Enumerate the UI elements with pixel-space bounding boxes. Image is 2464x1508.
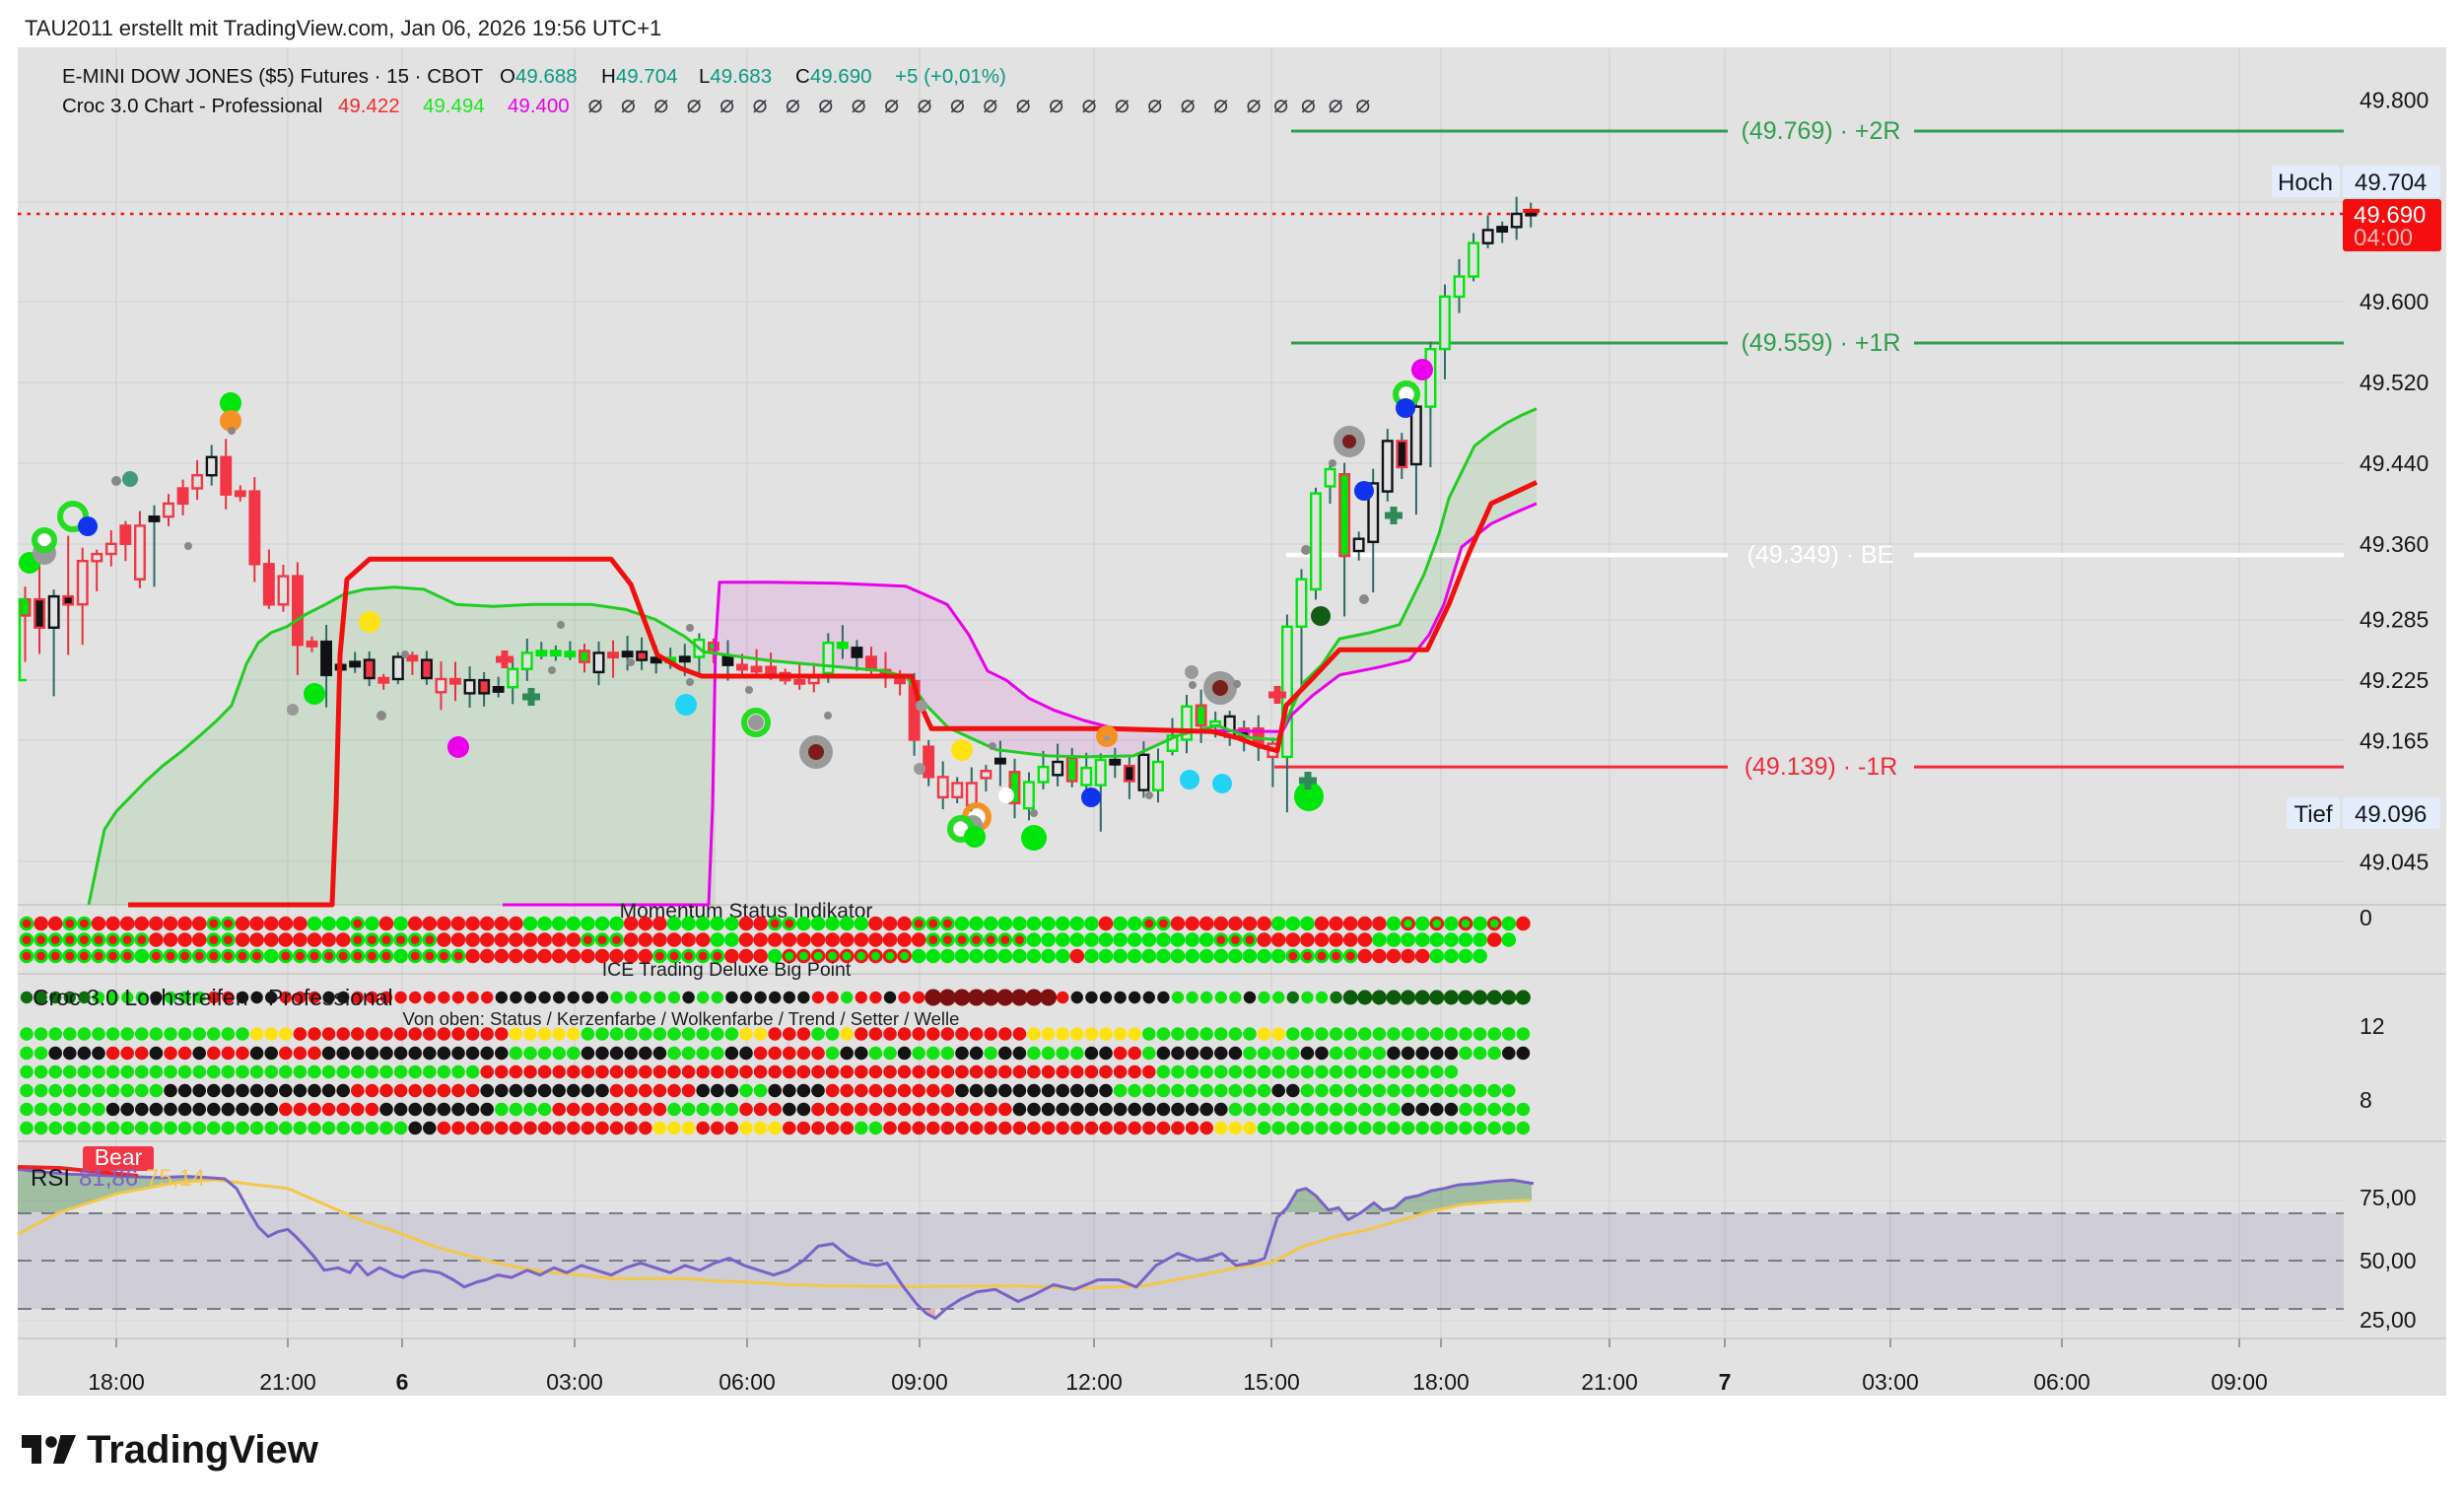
svg-text:03:00: 03:00 [546,1369,603,1395]
svg-text:⌀: ⌀ [1181,91,1196,118]
svg-text:RSI: RSI [31,1165,70,1192]
svg-text:Von oben: Status / Kerzenfarbe: Von oben: Status / Kerzenfarbe / Wolkenf… [403,1008,960,1029]
svg-text:49.165: 49.165 [2360,728,2429,754]
svg-text:⌀: ⌀ [687,91,702,118]
svg-text:⌀: ⌀ [1329,91,1343,118]
svg-text:⌀: ⌀ [1246,91,1261,118]
svg-text:06:00: 06:00 [2033,1369,2090,1395]
svg-text:⌀: ⌀ [1147,91,1162,118]
svg-text:75,14: 75,14 [146,1165,205,1192]
svg-text:⌀: ⌀ [1081,91,1096,118]
svg-text:09:00: 09:00 [2211,1369,2268,1395]
svg-text:TAU2011 erstellt mit TradingVi: TAU2011 erstellt mit TradingView.com, Ja… [25,16,661,40]
svg-text:03:00: 03:00 [1862,1369,1919,1395]
svg-text:⌀: ⌀ [752,91,767,118]
svg-text:8: 8 [2360,1087,2372,1113]
svg-text:⌀: ⌀ [1273,91,1288,118]
svg-text:⌀: ⌀ [587,91,602,118]
svg-text:15:00: 15:00 [1243,1369,1300,1395]
svg-text:(49.769) · +2R: (49.769) · +2R [1742,117,1901,145]
svg-text:49.360: 49.360 [2360,531,2429,557]
svg-text:18:00: 18:00 [1412,1369,1470,1395]
svg-text:ICE Trading Deluxe Big Point: ICE Trading Deluxe Big Point [602,959,852,981]
svg-text:Croc 3.0 Lochstreifen - Profes: Croc 3.0 Lochstreifen - Professional [33,985,393,1010]
svg-text:25,00: 25,00 [2360,1307,2417,1333]
svg-text:⌀: ⌀ [852,91,866,118]
svg-text:49.045: 49.045 [2360,849,2429,874]
svg-text:18:00: 18:00 [88,1369,145,1395]
svg-text:12: 12 [2360,1013,2385,1039]
svg-text:7: 7 [1719,1369,1732,1395]
svg-text:0: 0 [2360,905,2372,930]
svg-text:⌀: ⌀ [1355,91,1370,118]
svg-text:04:00: 04:00 [2354,225,2413,251]
svg-text:49.096: 49.096 [2355,801,2427,828]
svg-text:⌀: ⌀ [818,91,833,118]
svg-text:⌀: ⌀ [621,91,636,118]
svg-text:Hoch: Hoch [2278,170,2333,196]
svg-text:06:00: 06:00 [719,1369,776,1395]
svg-text:⌀: ⌀ [1049,91,1063,118]
svg-text:12:00: 12:00 [1065,1369,1123,1395]
svg-text:(49.349) · BE: (49.349) · BE [1747,541,1894,569]
svg-text:49.225: 49.225 [2360,667,2429,693]
svg-text:⌀: ⌀ [786,91,800,118]
svg-text:⌀: ⌀ [983,91,997,118]
svg-text:49.800: 49.800 [2360,87,2429,112]
svg-text:21:00: 21:00 [1581,1369,1638,1395]
svg-text:6: 6 [396,1369,409,1395]
svg-text:(49.139) · -1R: (49.139) · -1R [1745,753,1898,781]
svg-text:75,00: 75,00 [2360,1185,2417,1210]
svg-text:21:00: 21:00 [259,1369,316,1395]
svg-text:49.285: 49.285 [2360,607,2429,633]
svg-text:09:00: 09:00 [891,1369,948,1395]
svg-text:⌀: ⌀ [719,91,734,118]
svg-text:⌀: ⌀ [917,91,931,118]
svg-text:Tief: Tief [2293,801,2332,828]
svg-text:Bear: Bear [95,1144,143,1170]
svg-text:⌀: ⌀ [653,91,668,118]
svg-text:⌀: ⌀ [1016,91,1031,118]
svg-text:49.520: 49.520 [2360,370,2429,395]
svg-text:⌀: ⌀ [1115,91,1129,118]
svg-text:⌀: ⌀ [1213,91,1228,118]
svg-text:49.704: 49.704 [2355,170,2427,196]
svg-text:(49.559) · +1R: (49.559) · +1R [1742,329,1901,357]
svg-text:E-MINI DOW JONES ($5) Futures: E-MINI DOW JONES ($5) Futures · 15 · CBO… [62,65,1006,88]
svg-text:49.690: 49.690 [2354,202,2426,229]
svg-text:Momentum Status Indikator: Momentum Status Indikator [620,900,873,923]
svg-text:TradingView: TradingView [87,1428,319,1472]
svg-text:⌀: ⌀ [950,91,965,118]
svg-text:⌀: ⌀ [884,91,899,118]
svg-text:50,00: 50,00 [2360,1248,2417,1273]
svg-text:49.440: 49.440 [2360,450,2429,476]
svg-text:⌀: ⌀ [1301,91,1316,118]
svg-text:49.600: 49.600 [2360,289,2429,314]
svg-text:81,86: 81,86 [79,1165,138,1192]
